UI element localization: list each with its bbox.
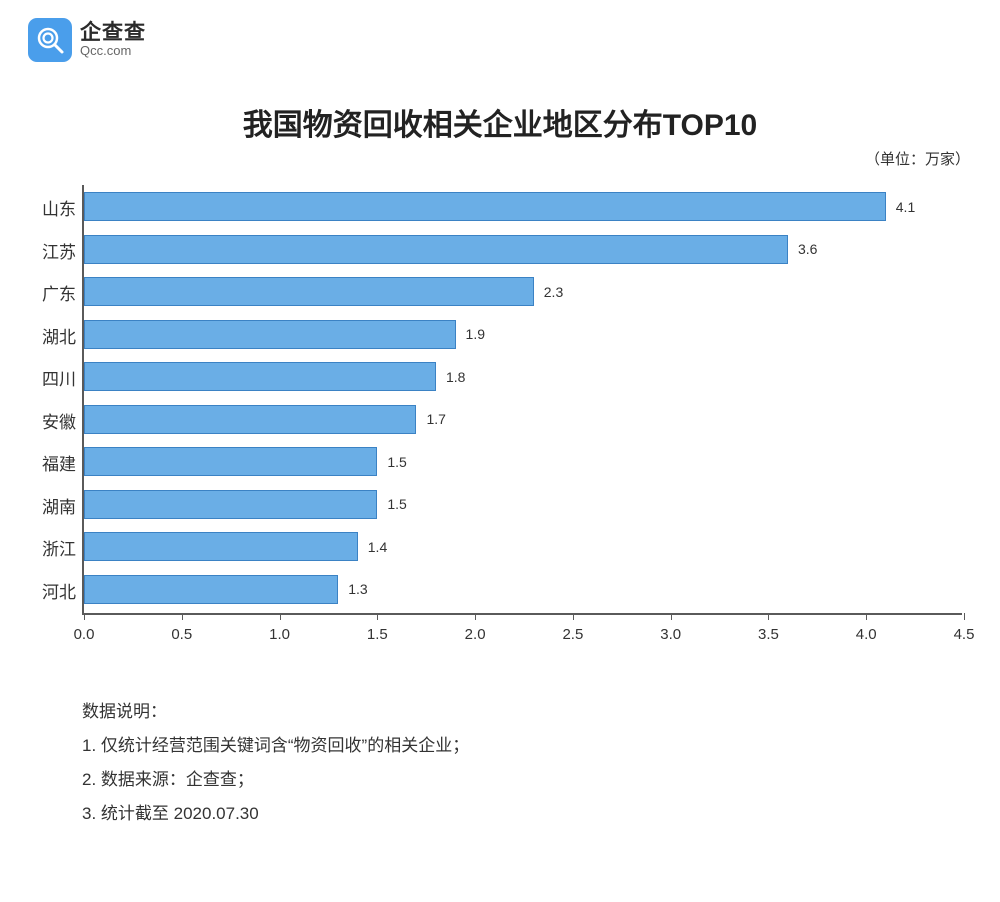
y-axis-label: 江苏 <box>32 238 76 263</box>
bar-value-label: 1.9 <box>466 326 485 342</box>
bar-value-label: 2.3 <box>544 284 563 300</box>
bar-value-label: 1.7 <box>426 411 445 427</box>
bar-chart: 山东 4.1 江苏 3.6 广东 2.3 湖北 1.9 四川 1.8 安徽 1.7 福建 1.5 湖南 1.5… <box>30 185 970 615</box>
bar <box>84 490 377 519</box>
bar-row: 1.7 <box>84 405 446 434</box>
x-tick <box>964 613 965 620</box>
x-tick <box>182 613 183 620</box>
y-axis-label: 湖南 <box>32 493 76 518</box>
bar <box>84 532 358 561</box>
notes-line: 3. 统计截至 2020.07.30 <box>82 797 469 831</box>
bar-value-label: 3.6 <box>798 241 817 257</box>
bar-row: 1.5 <box>84 447 407 476</box>
bar-row: 1.5 <box>84 490 407 519</box>
bar-row: 1.3 <box>84 575 368 604</box>
bar-row: 1.4 <box>84 532 387 561</box>
bar-row: 1.8 <box>84 362 465 391</box>
bar <box>84 362 436 391</box>
x-axis-label: 2.5 <box>562 626 583 643</box>
plot-area: 山东4.1江苏3.6广东2.3湖北1.9四川1.8安徽1.7福建1.5湖南1.5… <box>82 185 962 615</box>
notes-line: 1. 仅统计经营范围关键词含“物资回收”的相关企业； <box>82 729 469 763</box>
x-axis-label: 3.0 <box>660 626 681 643</box>
x-axis-label: 1.5 <box>367 626 388 643</box>
x-axis-label: 3.5 <box>758 626 779 643</box>
x-tick <box>573 613 574 620</box>
unit-label: （单位：万家） <box>865 148 970 169</box>
bar-value-label: 1.5 <box>387 496 406 512</box>
x-tick <box>671 613 672 620</box>
bar <box>84 575 338 604</box>
y-axis-label: 河北 <box>32 578 76 603</box>
logo-text-en: Qcc.com <box>80 44 146 58</box>
y-axis-label: 湖北 <box>32 323 76 348</box>
x-tick <box>475 613 476 620</box>
bar-value-label: 1.4 <box>368 539 387 555</box>
y-axis-label: 浙江 <box>32 535 76 560</box>
bar <box>84 405 416 434</box>
x-axis-label: 4.5 <box>954 626 975 643</box>
notes-heading: 数据说明： <box>82 695 469 729</box>
bar-value-label: 1.8 <box>446 369 465 385</box>
bar-row: 2.3 <box>84 277 563 306</box>
x-axis-label: 2.0 <box>465 626 486 643</box>
bar <box>84 320 456 349</box>
bar <box>84 235 788 264</box>
bar-value-label: 1.3 <box>348 581 367 597</box>
data-notes: 数据说明： 1. 仅统计经营范围关键词含“物资回收”的相关企业； 2. 数据来源… <box>82 695 469 831</box>
logo-icon <box>28 18 72 62</box>
bar-row: 3.6 <box>84 235 817 264</box>
brand-logo: 企查查 Qcc.com <box>28 18 146 62</box>
bar-row: 4.1 <box>84 192 915 221</box>
x-axis-label: 1.0 <box>269 626 290 643</box>
x-tick <box>84 613 85 620</box>
bar-row: 1.9 <box>84 320 485 349</box>
x-tick <box>280 613 281 620</box>
x-axis-label: 4.0 <box>856 626 877 643</box>
y-axis-label: 四川 <box>32 365 76 390</box>
logo-text-cn: 企查查 <box>80 21 146 44</box>
bar-value-label: 1.5 <box>387 454 406 470</box>
x-axis-label: 0.0 <box>74 626 95 643</box>
y-axis-label: 安徽 <box>32 408 76 433</box>
bar <box>84 277 534 306</box>
bar <box>84 192 886 221</box>
x-axis-label: 0.5 <box>171 626 192 643</box>
y-axis-label: 山东 <box>32 195 76 220</box>
y-axis-label: 广东 <box>32 280 76 305</box>
x-tick <box>377 613 378 620</box>
chart-title: 我国物资回收相关企业地区分布TOP10 <box>0 100 1000 144</box>
notes-line: 2. 数据来源：企查查； <box>82 763 469 797</box>
x-tick <box>768 613 769 620</box>
bar <box>84 447 377 476</box>
x-tick <box>866 613 867 620</box>
y-axis-label: 福建 <box>32 450 76 475</box>
bar-value-label: 4.1 <box>896 199 915 215</box>
